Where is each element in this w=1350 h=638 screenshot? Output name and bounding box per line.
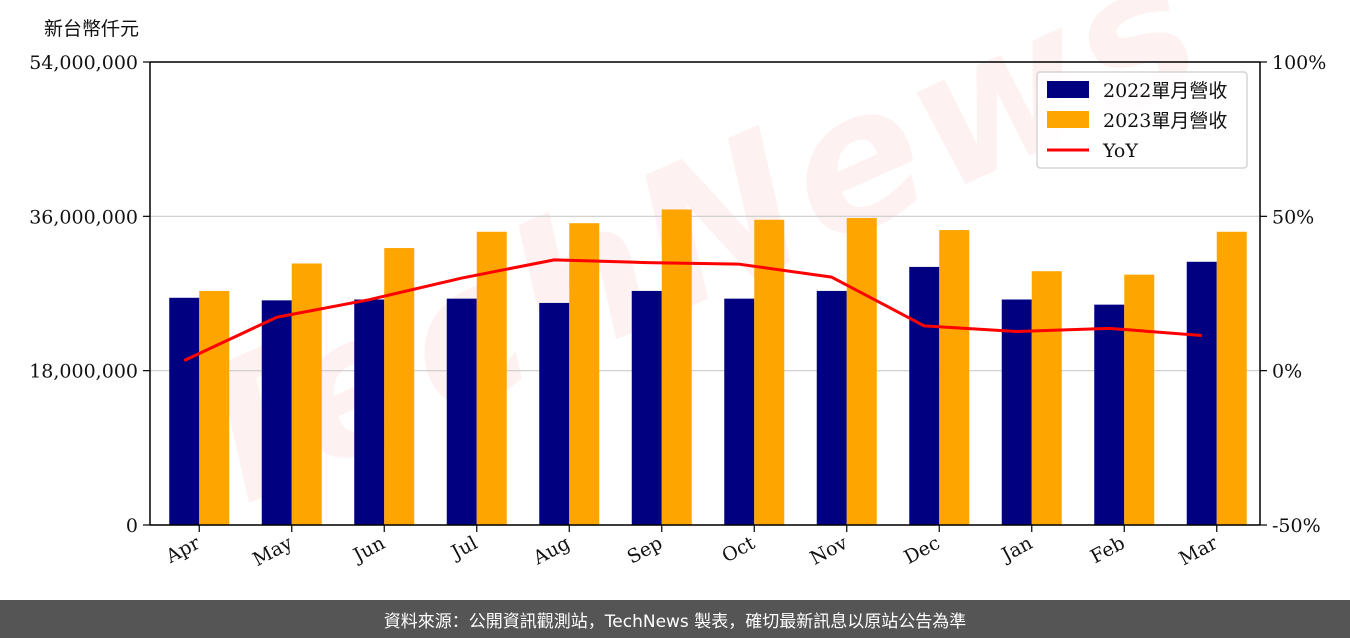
bar-2023 xyxy=(846,218,877,525)
x-tick-label: Nov xyxy=(806,532,851,570)
x-tick-label: May xyxy=(249,532,296,571)
bar-2022 xyxy=(354,299,385,525)
right-tick-label: 100% xyxy=(1272,52,1326,74)
bar-2023 xyxy=(199,290,230,525)
x-tick-label: Apr xyxy=(162,532,205,569)
right-tick-label: -50% xyxy=(1272,515,1321,537)
bar-2022 xyxy=(816,290,847,525)
legend-label: 2022單月營收 xyxy=(1103,80,1227,102)
legend-swatch xyxy=(1047,81,1089,98)
bar-2023 xyxy=(569,223,600,525)
x-tick-label: Jun xyxy=(348,532,388,567)
revenue-chart: 0 18,000,000 36,000,000 54,000,000 -50% 0% 50%… xyxy=(29,52,1326,571)
x-tick-label: Dec xyxy=(900,532,943,569)
bar-2023 xyxy=(1216,231,1247,525)
bar-2022 xyxy=(261,300,292,525)
bar-2022 xyxy=(631,290,662,525)
left-tick-label: 36,000,000 xyxy=(29,206,138,228)
x-tick-label: Jul xyxy=(446,532,481,565)
bar-2023 xyxy=(939,230,970,525)
x-tick-label: Aug xyxy=(529,532,574,570)
bar-2023 xyxy=(1031,271,1062,525)
right-tick-label: 50% xyxy=(1272,206,1314,228)
bar-2022 xyxy=(724,298,755,525)
bar-2023 xyxy=(291,263,322,525)
bar-2022 xyxy=(909,266,940,525)
footer-note: 資料來源：公開資訊觀測站，TechNews 製表，確切最新訊息以原站公告為準 xyxy=(383,611,967,632)
x-tick-label: Mar xyxy=(1176,532,1222,571)
bar-2023 xyxy=(476,231,507,525)
bar-2022 xyxy=(169,297,200,525)
bar-2023 xyxy=(661,209,692,526)
x-tick-label: Feb xyxy=(1087,532,1129,568)
right-tick-label: 0% xyxy=(1272,361,1302,383)
bar-2023 xyxy=(1124,274,1155,525)
yoy-line xyxy=(183,258,1202,362)
legend-label: YoY xyxy=(1102,140,1138,162)
legend-label: 2023單月營收 xyxy=(1103,110,1227,132)
left-tick-label: 54,000,000 xyxy=(29,52,138,74)
x-tick-label: Sep xyxy=(624,532,667,569)
source-footer: 資料來源：公開資訊觀測站，TechNews 製表，確切最新訊息以原站公告為準 xyxy=(0,600,1350,638)
bar-2022 xyxy=(1186,261,1217,525)
bar-2022 xyxy=(539,302,570,525)
left-tick-label: 18,000,000 xyxy=(29,361,138,383)
x-tick-label: Oct xyxy=(718,532,759,567)
bar-2022 xyxy=(1001,299,1032,525)
bar-2022 xyxy=(446,298,477,525)
legend-swatch xyxy=(1047,111,1089,128)
legend-box xyxy=(1036,71,1248,169)
x-tick-label: Jan xyxy=(996,532,1036,567)
left-tick-label: 0 xyxy=(126,515,138,537)
y-axis-unit-label: 新台幣仟元 xyxy=(44,18,140,40)
bar-2022 xyxy=(1094,304,1125,525)
